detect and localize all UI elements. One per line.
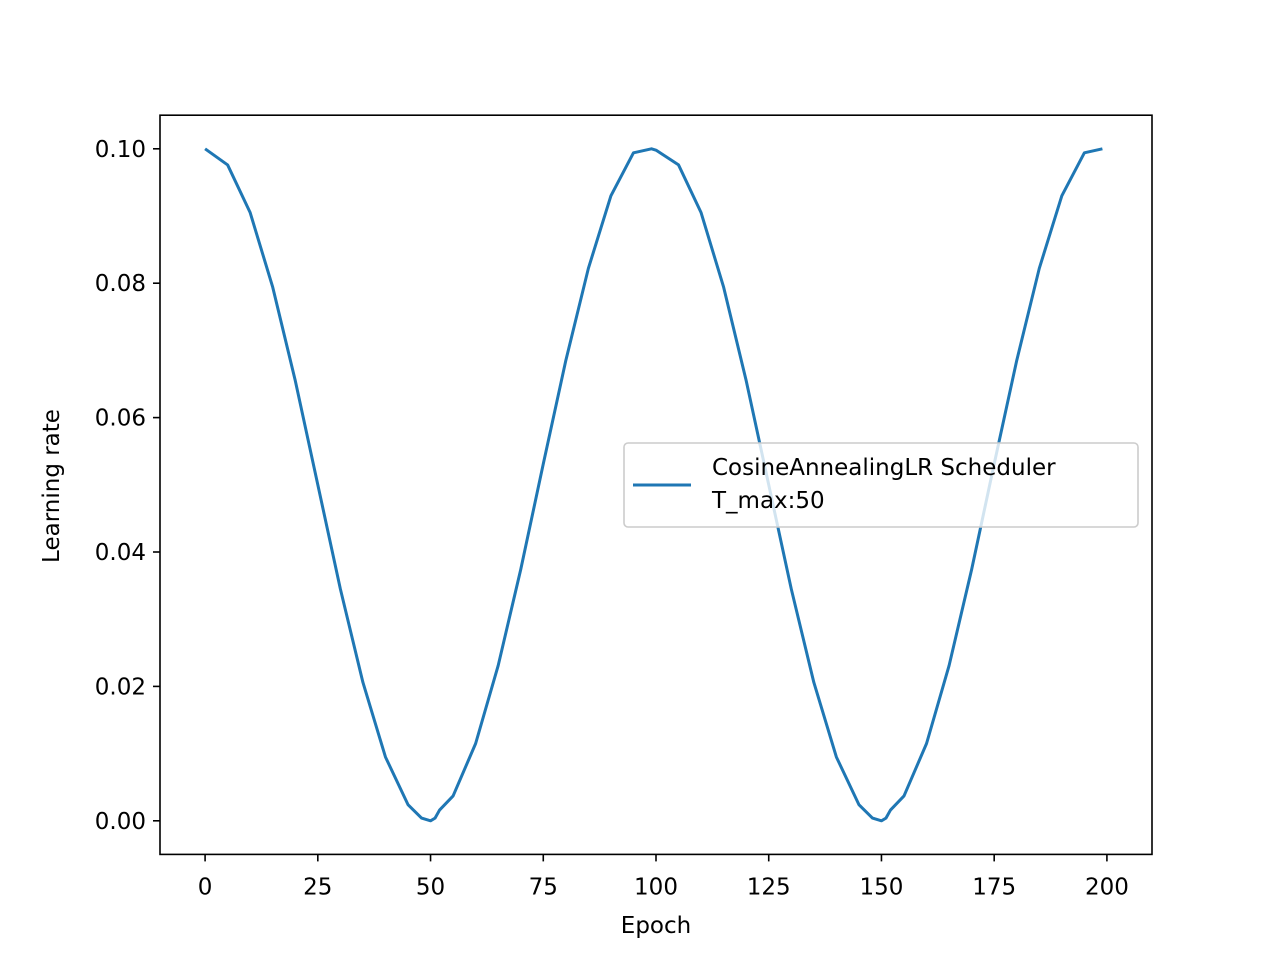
series-line-0 xyxy=(204,147,1103,823)
legend: CosineAnnealingLR Scheduler T_max:50 xyxy=(623,442,1139,528)
x-tick-label: 0 xyxy=(198,874,213,900)
x-tick-label: 175 xyxy=(972,874,1016,900)
x-tick-label: 125 xyxy=(747,874,791,900)
legend-box xyxy=(623,442,1139,528)
x-tick-label: 25 xyxy=(303,874,332,900)
legend-label-line-1: CosineAnnealingLR Scheduler xyxy=(712,455,1056,481)
y-tick-label: 0.00 xyxy=(95,809,146,835)
x-tick-label: 100 xyxy=(634,874,678,900)
y-tick-label: 0.02 xyxy=(95,674,146,700)
x-tick-label: 200 xyxy=(1085,874,1129,900)
x-tick-label: 150 xyxy=(860,874,904,900)
y-tick-label: 0.10 xyxy=(95,137,146,163)
y-axis-label: Learning rate xyxy=(39,409,65,563)
y-tick-label: 0.06 xyxy=(95,406,146,432)
y-tick-label: 0.08 xyxy=(95,271,146,297)
y-tick-label: 0.04 xyxy=(95,540,146,566)
legend-label-line-2: T_max:50 xyxy=(711,488,825,514)
x-axis-label: Epoch xyxy=(621,913,691,939)
x-tick-label: 75 xyxy=(529,874,558,900)
x-tick-label: 50 xyxy=(416,874,445,900)
